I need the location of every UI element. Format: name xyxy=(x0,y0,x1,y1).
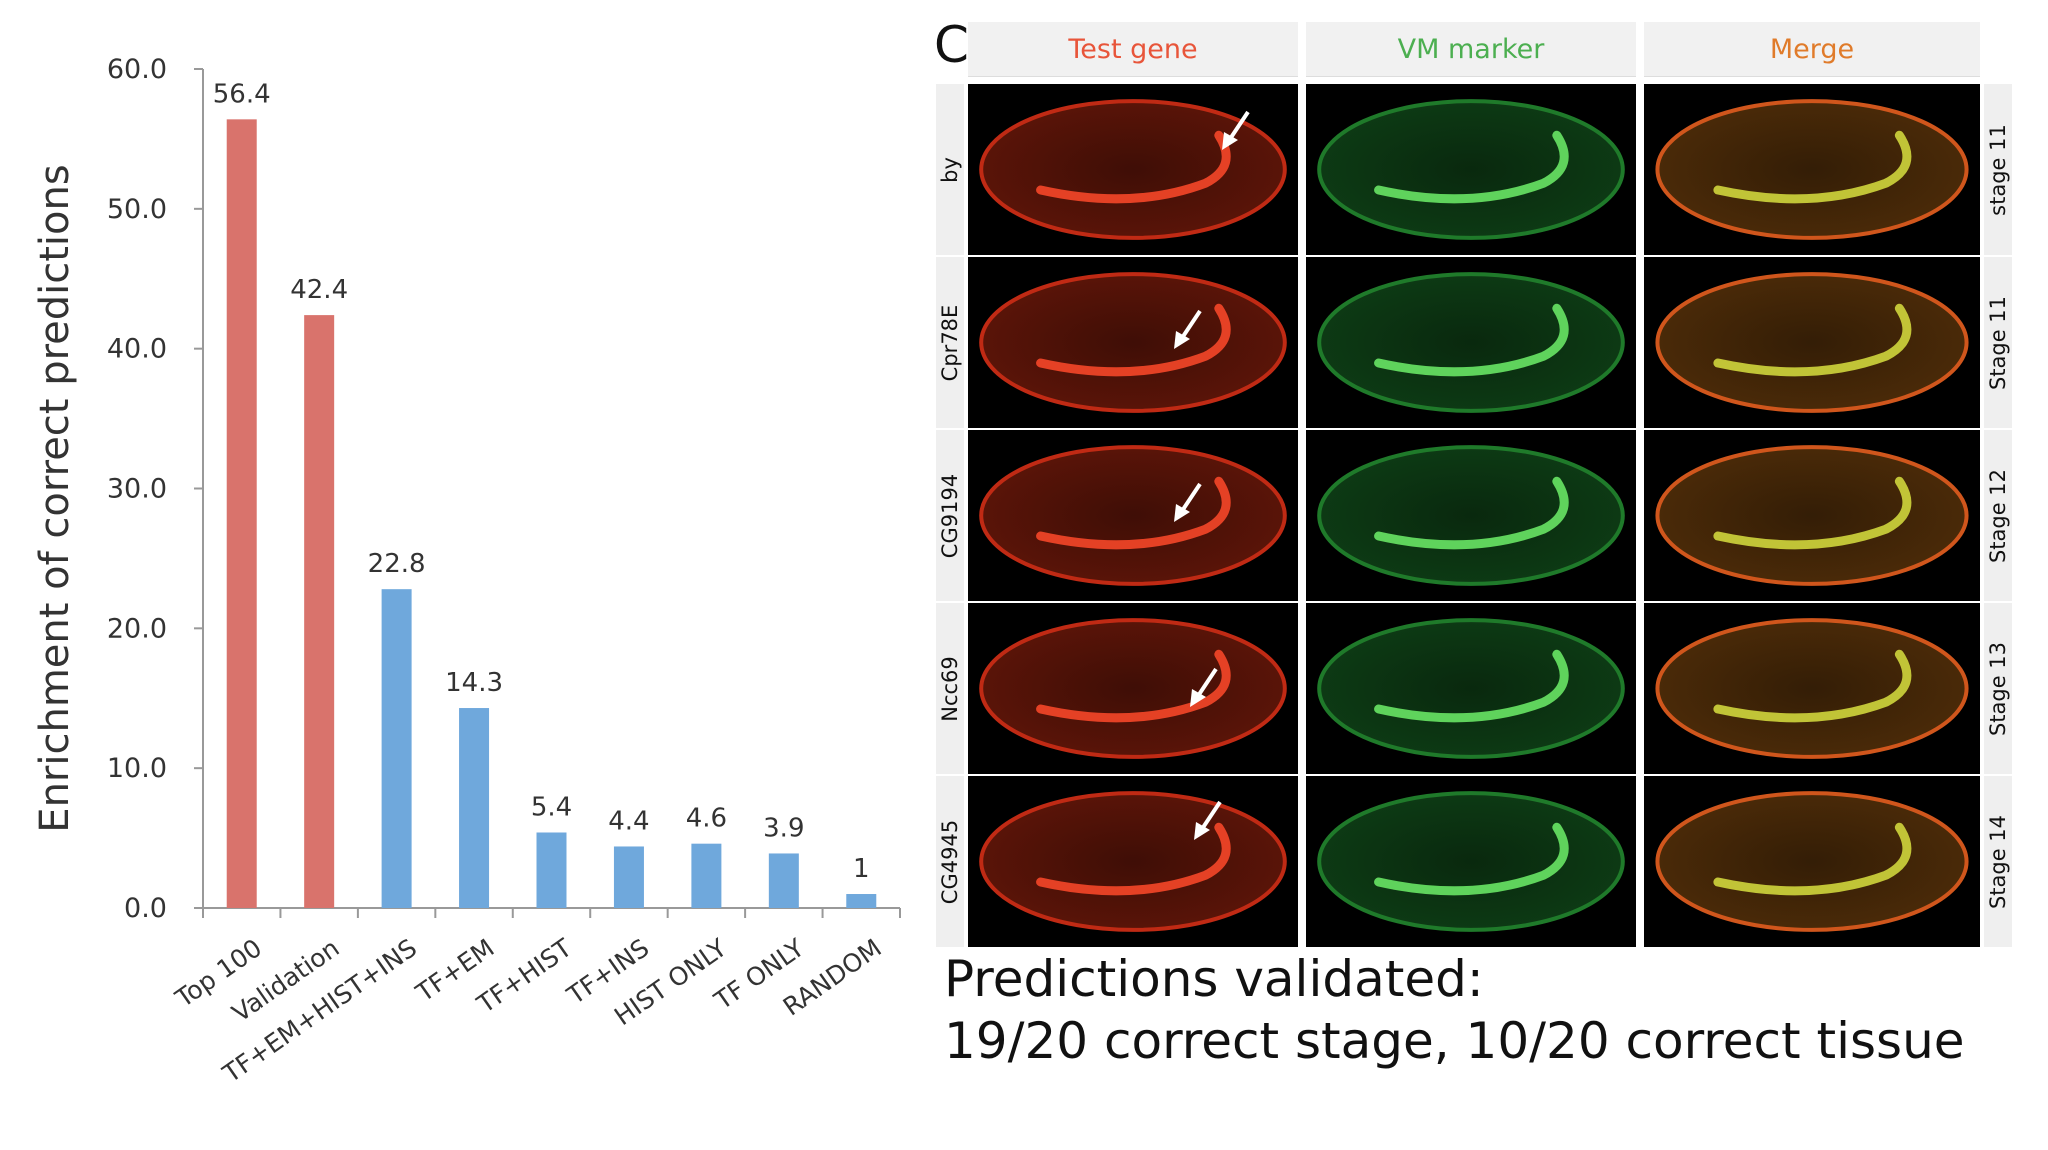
y-tick-label: 20.0 xyxy=(107,613,167,644)
row-stage-label: stage 11 xyxy=(1984,84,2012,255)
merge-image xyxy=(1644,776,1980,947)
row-stage-label-text: stage 11 xyxy=(1986,123,2010,216)
bar-value-label: 4.4 xyxy=(608,806,649,836)
column-header-vm-marker: VM marker xyxy=(1306,22,1636,77)
row-stage-label-text: Stage 11 xyxy=(1986,295,2010,390)
bar xyxy=(768,853,799,908)
bar-value-label: 42.4 xyxy=(290,275,348,305)
row-gene-label-text: by xyxy=(938,156,962,183)
merge-image xyxy=(1644,603,1980,774)
bar xyxy=(846,894,877,908)
bar xyxy=(381,589,412,908)
row-stage-label-text: Stage 12 xyxy=(1986,468,2010,563)
row-gene-label-text: CG9194 xyxy=(938,473,962,558)
embryo-image-grid: by stage 11 Cpr78E Stage 11 CG9194 Stage 12 Nc… xyxy=(936,84,2014,947)
bar xyxy=(691,843,722,908)
vm-marker-image xyxy=(1306,776,1636,947)
bar-value-label: 56.4 xyxy=(213,79,271,109)
embryo-image xyxy=(979,445,1287,586)
bar-value-label: 22.8 xyxy=(368,549,426,579)
column-header-test-gene-label: Test gene xyxy=(1068,33,1198,65)
arrow-icon xyxy=(1222,110,1250,150)
arrow-icon xyxy=(1174,309,1202,349)
arrow-icon xyxy=(1190,667,1218,707)
embryo-image xyxy=(1317,445,1625,586)
vm-marker-image xyxy=(1306,603,1636,774)
row-gene-label-text: CG4945 xyxy=(938,819,962,904)
row-stage-label: Stage 14 xyxy=(1984,776,2012,947)
y-tick-label: 0.0 xyxy=(124,893,167,924)
embryo-image xyxy=(1655,791,1969,932)
test-gene-image xyxy=(968,776,1298,947)
row-stage-label: Stage 11 xyxy=(1984,257,2012,428)
bar xyxy=(304,315,335,908)
test-gene-image xyxy=(968,430,1298,601)
column-header-merge-label: Merge xyxy=(1769,33,1855,65)
row-gene-label-text: Cpr78E xyxy=(938,304,962,381)
arrow-icon xyxy=(1194,800,1222,840)
column-header-test-gene: Test gene xyxy=(968,22,1298,77)
vm-marker-image xyxy=(1306,84,1636,255)
row-stage-label: Stage 12 xyxy=(1984,430,2012,601)
caption: Predictions validated: 19/20 correct sta… xyxy=(944,948,1965,1072)
bar xyxy=(459,708,490,908)
bar-value-label: 1 xyxy=(853,854,870,884)
embryo-image xyxy=(1317,791,1625,932)
y-tick-label: 10.0 xyxy=(107,753,167,784)
row-gene-label: Cpr78E xyxy=(936,257,964,428)
embryo-image xyxy=(979,791,1287,932)
row-stage-label: Stage 13 xyxy=(1984,603,2012,774)
y-tick-label: 30.0 xyxy=(107,474,167,505)
embryo-image xyxy=(1655,99,1969,240)
bar-value-label: 3.9 xyxy=(763,813,804,843)
row-stage-label-text: Stage 13 xyxy=(1986,641,2010,736)
caption-line-2: 19/20 correct stage, 10/20 correct tissu… xyxy=(944,1012,1965,1070)
row-gene-label: CG9194 xyxy=(936,430,964,601)
bar xyxy=(226,119,257,909)
row-stage-label-text: Stage 14 xyxy=(1986,814,2010,909)
column-header-merge: Merge xyxy=(1644,22,1980,77)
bar-value-label: 14.3 xyxy=(445,668,503,698)
merge-image xyxy=(1644,430,1980,601)
bar-value-label: 5.4 xyxy=(531,792,572,822)
test-gene-image xyxy=(968,257,1298,428)
y-tick-label: 50.0 xyxy=(107,194,167,225)
row-gene-label: by xyxy=(936,84,964,255)
row-gene-label: CG4945 xyxy=(936,776,964,947)
embryo-image xyxy=(1655,618,1969,759)
row-gene-label: Ncc69 xyxy=(936,603,964,774)
y-axis-title: Enrichment of correct predictions xyxy=(32,164,78,832)
row-gene-label-text: Ncc69 xyxy=(938,655,962,722)
embryo-image xyxy=(1655,445,1969,586)
arrow-icon xyxy=(1174,482,1202,522)
embryo-image xyxy=(979,618,1287,759)
merge-image xyxy=(1644,257,1980,428)
bar xyxy=(613,846,644,908)
test-gene-image xyxy=(968,84,1298,255)
embryo-image xyxy=(1317,99,1625,240)
test-gene-image xyxy=(968,603,1298,774)
bar xyxy=(536,832,567,908)
vm-marker-image xyxy=(1306,257,1636,428)
column-header-vm-marker-label: VM marker xyxy=(1397,33,1545,65)
embryo-image xyxy=(1317,272,1625,413)
y-tick-label: 40.0 xyxy=(107,334,167,365)
y-tick-label: 60.0 xyxy=(107,54,167,85)
embryo-image xyxy=(1655,272,1969,413)
caption-line-1: Predictions validated: xyxy=(944,950,1484,1008)
vm-marker-image xyxy=(1306,430,1636,601)
embryo-image xyxy=(979,99,1287,240)
merge-image xyxy=(1644,84,1980,255)
bar-value-label: 4.6 xyxy=(686,804,727,834)
embryo-image xyxy=(979,272,1287,413)
embryo-image xyxy=(1317,618,1625,759)
